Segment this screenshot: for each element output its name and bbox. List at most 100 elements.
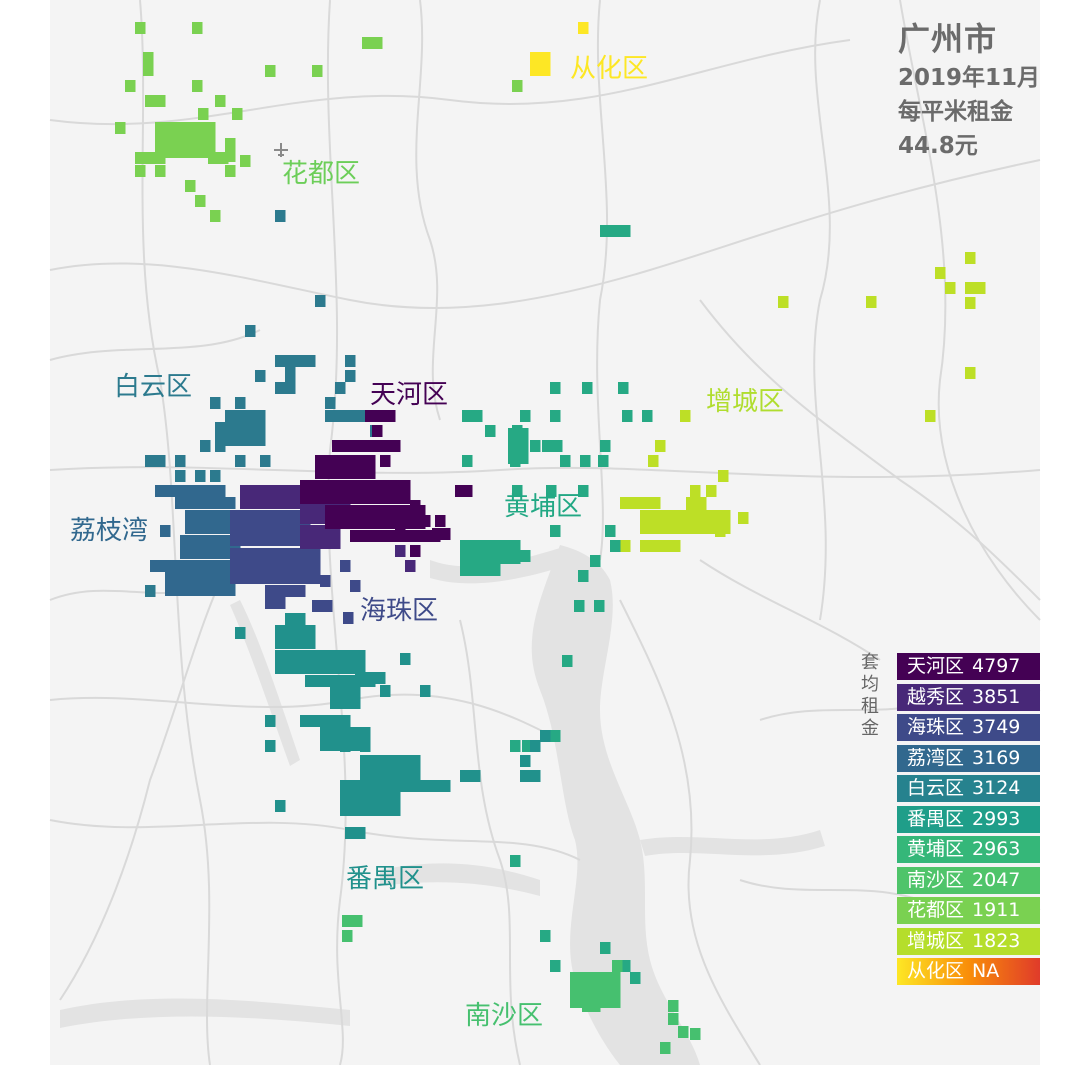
legend-item: 花都区 1911: [897, 897, 1040, 924]
rent-cell: [925, 410, 936, 422]
rent-cell: [310, 492, 321, 504]
rent-cell: [135, 152, 146, 164]
legend-item-district: 越秀区: [907, 686, 964, 708]
rent-cell: [215, 95, 226, 107]
rent-cell: [385, 410, 396, 422]
rent-cell: [195, 134, 206, 146]
rent-cell: [335, 467, 346, 479]
rent-cell: [175, 146, 186, 158]
rent-cell: [240, 510, 251, 522]
rent-cell: [195, 497, 206, 509]
rent-cell: [230, 510, 241, 522]
rent-cell: [245, 434, 256, 446]
rent-cell: [965, 367, 976, 379]
rent-cell: [330, 685, 341, 697]
rent-cell: [345, 517, 356, 529]
rent-cell: [180, 560, 191, 572]
rent-cell: [610, 996, 621, 1008]
rent-cell: [345, 827, 356, 839]
rent-cell: [650, 510, 661, 522]
rent-cell: [330, 715, 341, 727]
rent-cell: [310, 537, 321, 549]
rent-cell: [250, 548, 261, 560]
rent-cell: [343, 612, 354, 624]
rent-cell: [370, 755, 381, 767]
rent-cell: [325, 467, 336, 479]
rent-cell: [512, 80, 523, 92]
rent-cell: [600, 440, 611, 452]
rent-cell: [315, 467, 326, 479]
rent-cell: [205, 510, 216, 522]
rent-cell: [350, 685, 361, 697]
legend-item-district: 海珠区: [907, 716, 964, 738]
rent-cell: [200, 560, 211, 572]
rent-cell: [965, 252, 976, 264]
rent-cell: [170, 560, 181, 572]
rent-cell: [385, 517, 396, 529]
rent-cell: [290, 485, 301, 497]
rent-cell: [205, 122, 216, 134]
rent-cell: [290, 522, 301, 534]
rent-cell: [365, 672, 376, 684]
rent-cell: [220, 535, 231, 547]
label-conghua: 从化区: [570, 48, 648, 85]
rent-cell: [395, 545, 406, 557]
rent-cell: [195, 146, 206, 158]
rent-cell: [866, 296, 877, 308]
rent-cell: [640, 510, 651, 522]
rent-cell: [165, 146, 176, 158]
rent-cell: [320, 480, 331, 492]
rent-cell: [305, 650, 316, 662]
rent-cell: [372, 37, 383, 49]
rent-cell: [345, 355, 356, 367]
rent-cell: [300, 715, 311, 727]
rent-cell: [352, 440, 363, 452]
legend-item: 海珠区 3749: [897, 714, 1040, 741]
rent-cell: [155, 455, 166, 467]
rent-cell: [610, 984, 621, 996]
rent-cell: [232, 108, 243, 120]
rent-cell: [225, 434, 236, 446]
rent-cell: [240, 548, 251, 560]
rent-cell: [275, 650, 286, 662]
rent-cell: [180, 535, 191, 547]
rent-cell: [520, 755, 531, 767]
rent-cell: [696, 509, 707, 521]
rent-cell: [332, 440, 343, 452]
rent-cell: [355, 517, 366, 529]
rent-cell: [935, 267, 946, 279]
rent-cell: [200, 440, 211, 452]
rent-cell: [508, 452, 519, 464]
label-nansha: 南沙区: [465, 995, 543, 1032]
rent-cell: [280, 534, 291, 546]
rent-cell: [225, 138, 236, 150]
rent-cell: [230, 548, 241, 560]
rent-cell: [350, 739, 361, 751]
rent-cell: [385, 505, 396, 517]
rent-cell: [355, 672, 366, 684]
rent-cell: [380, 755, 391, 767]
rent-cell: [280, 485, 291, 497]
rent-cell: [355, 410, 366, 422]
label-huangpu: 黄埔区: [504, 486, 582, 523]
rent-cell: [230, 560, 241, 572]
rent-cell: [600, 996, 611, 1008]
legend-item-value: 3749: [972, 716, 1020, 738]
rent-cell: [210, 470, 221, 482]
rent-cell: [315, 675, 326, 687]
rent-cell: [290, 572, 301, 584]
rent-cell: [250, 560, 261, 572]
rent-cell: [550, 960, 561, 972]
rent-cell: [250, 534, 261, 546]
rent-cell: [310, 715, 321, 727]
rent-cell: [345, 370, 356, 382]
rent-cell: [574, 600, 585, 612]
rent-cell: [210, 397, 221, 409]
rent-cell: [145, 95, 156, 107]
rent-cell: [280, 522, 291, 534]
rent-cell: [215, 497, 226, 509]
rent-cell: [718, 470, 729, 482]
rent-cell: [305, 675, 316, 687]
rent-cell: [195, 470, 206, 482]
